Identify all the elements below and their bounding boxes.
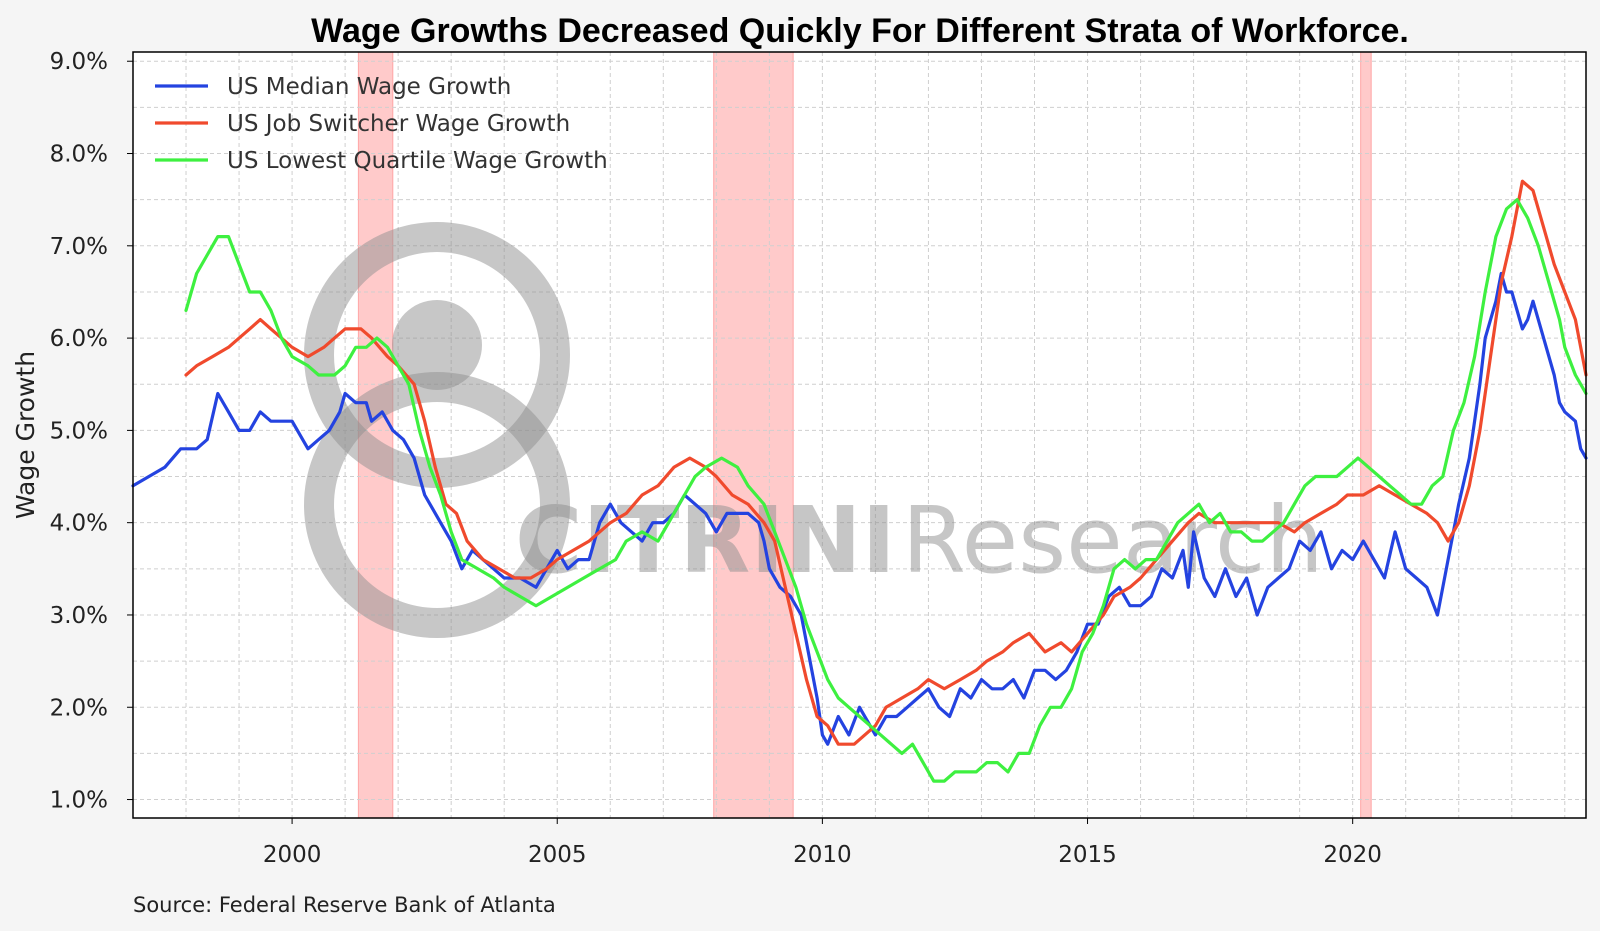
- watermark-bold-text: CITRINI: [515, 487, 896, 594]
- legend-entry-label: US Median Wage Growth: [227, 74, 511, 100]
- legend-entry-label: US Job Switcher Wage Growth: [227, 111, 570, 137]
- y-tick-label: 8.0%: [50, 142, 108, 168]
- y-tick-label: 2.0%: [50, 695, 108, 721]
- plot-border: [132, 51, 1587, 819]
- x-tick-label: 2000: [263, 842, 322, 868]
- x-tick-label: 2010: [793, 842, 852, 868]
- x-tick-label: 2020: [1323, 842, 1382, 868]
- series-line-1: [131, 271, 1588, 746]
- recession-bands: [357, 51, 1372, 819]
- y-tick-label: 5.0%: [50, 418, 108, 444]
- x-axis-ticks: 2000 2005 2010 2015 2020: [263, 818, 1382, 868]
- chart-title: Wage Growths Decreased Quickly For Diffe…: [311, 12, 1409, 50]
- series-line-3: [184, 198, 1588, 783]
- watermark-head-icon: [392, 300, 482, 390]
- recession-band: [1360, 51, 1372, 819]
- x-tick-label: 2005: [528, 842, 587, 868]
- y-tick-label: 7.0%: [50, 234, 108, 260]
- series-lines: [131, 179, 1588, 783]
- recession-band: [713, 51, 794, 819]
- source-note: Source: Federal Reserve Bank of Atlanta: [133, 893, 556, 917]
- y-axis-ticks: 1.0% 2.0% 3.0% 4.0% 5.0% 6.0% 7.0% 8.0% 9.0%: [50, 49, 133, 814]
- x-tick-label: 2015: [1058, 842, 1117, 868]
- y-tick-label: 3.0%: [50, 603, 108, 629]
- y-tick-label: 6.0%: [50, 326, 108, 352]
- watermark-text: CITRINIResearch: [515, 487, 1324, 594]
- y-tick-label: 1.0%: [50, 788, 108, 814]
- series-line-2: [184, 179, 1588, 746]
- watermark: CITRINIResearch: [304, 222, 1324, 638]
- y-axis-label: Wage Growth: [11, 351, 40, 519]
- legend-entry-label: US Lowest Quartile Wage Growth: [227, 148, 608, 174]
- legend: US Median Wage Growth US Job Switcher Wag…: [155, 74, 608, 174]
- y-tick-label: 9.0%: [50, 49, 108, 75]
- y-tick-label: 4.0%: [50, 511, 108, 537]
